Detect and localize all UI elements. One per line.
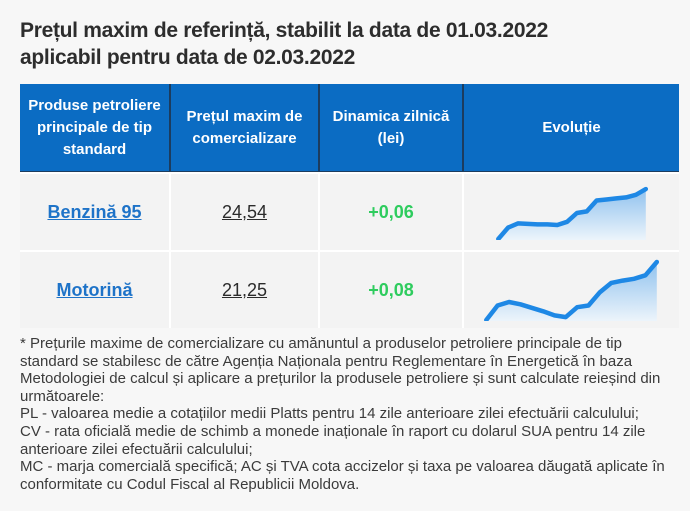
page-title: Prețul maxim de referință, stabilit la d… xyxy=(20,17,672,71)
fuel-price-table: Produse petroliere principale de tip sta… xyxy=(20,84,679,328)
benzina-95-price-link[interactable]: 24,54 xyxy=(221,201,268,222)
motorina-link[interactable]: Motorină xyxy=(56,279,133,300)
header-max-price: Prețul maxim de comercializare xyxy=(171,84,318,172)
footnote-paragraph-cv: CV - rata oficială medie de schimb a mon… xyxy=(20,422,646,458)
motorina-price-link[interactable]: 21,25 xyxy=(221,279,268,300)
header-daily-dynamic: Dinamica zilnică (lei) xyxy=(320,84,462,172)
benzina-95-sparkline xyxy=(464,174,679,250)
page-title-line-2: aplicabil pentru data de 02.03.2022 xyxy=(20,46,355,69)
cell-product: Benzină 95 xyxy=(20,174,169,250)
motorina-sparkline xyxy=(464,252,679,328)
page-title-line-1: Prețul maxim de referință, stabilit la d… xyxy=(20,19,548,42)
header-products: Produse petroliere principale de tip sta… xyxy=(20,84,169,172)
footnote-paragraph-pl: PL - valoarea medie a cotațiilor medii P… xyxy=(20,405,639,423)
benzina-95-link[interactable]: Benzină 95 xyxy=(47,201,142,222)
cell-product: Motorină xyxy=(20,252,169,328)
page: Prețul maxim de referință, stabilit la d… xyxy=(20,17,679,493)
cell-evolution xyxy=(464,252,679,328)
table-header-row: Produse petroliere principale de tip sta… xyxy=(20,84,679,172)
cell-evolution xyxy=(464,174,679,250)
cell-price: 24,54 xyxy=(171,174,318,250)
benzina-95-delta: +0,06 xyxy=(368,201,414,222)
cell-price: 21,25 xyxy=(171,252,318,328)
header-evolution: Evoluție xyxy=(464,84,679,172)
table-row-motorina: Motorină 21,25 +0,08 xyxy=(20,252,679,328)
footnote-paragraph-1: * Prețurile maxime de comercializare cu … xyxy=(20,335,661,405)
footnote-paragraph-mc: MC - marja comercială specifică; AC și T… xyxy=(20,458,665,493)
cell-delta: +0,08 xyxy=(320,252,462,328)
footnote: * Prețurile maxime de comercializare cu … xyxy=(20,335,675,493)
cell-delta: +0,06 xyxy=(320,174,462,250)
motorina-delta: +0,08 xyxy=(368,279,414,300)
table-row-benzina-95: Benzină 95 24,54 +0,06 xyxy=(20,174,679,250)
